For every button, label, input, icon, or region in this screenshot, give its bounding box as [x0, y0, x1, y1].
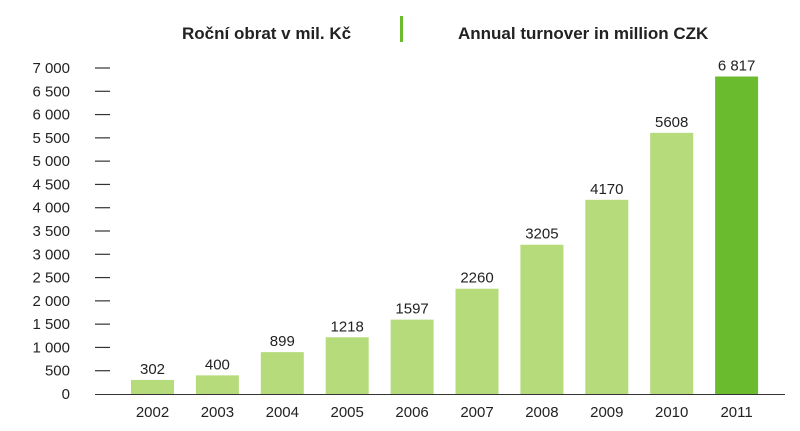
bar-data-label: 899 — [270, 333, 295, 350]
bar — [195, 375, 239, 394]
bar-data-label: 4170 — [590, 181, 623, 198]
x-tick-label: 2003 — [201, 404, 234, 421]
y-tick-label: 1 000 — [32, 339, 70, 356]
bar — [585, 199, 629, 394]
y-tick-label: 3 000 — [32, 246, 70, 263]
bar — [390, 319, 434, 394]
x-tick-label: 2004 — [266, 404, 299, 421]
y-tick-label: 4 500 — [32, 176, 70, 193]
bar-data-label: 5608 — [655, 114, 688, 131]
bar — [260, 352, 304, 394]
bar — [715, 76, 759, 394]
y-tick-label: 7 000 — [32, 60, 70, 77]
y-tick-label: 5 500 — [32, 130, 70, 147]
bar — [650, 132, 694, 394]
bar — [455, 288, 499, 394]
bar — [325, 337, 369, 394]
y-tick-label: 3 500 — [32, 223, 70, 240]
bar-data-label: 400 — [205, 356, 230, 373]
y-tick-label: 5 000 — [32, 153, 70, 170]
chart-title: Roční obrat v mil. Kč — [182, 24, 352, 43]
bar-data-label: 3205 — [525, 226, 558, 243]
x-tick-label: 2011 — [720, 404, 752, 421]
bar-data-label: 1218 — [331, 318, 364, 335]
y-tick-label: 2 500 — [32, 270, 70, 287]
x-tick-label: 2009 — [590, 404, 623, 421]
y-tick-label: 1 500 — [32, 316, 70, 333]
y-tick-label: 2 000 — [32, 293, 70, 310]
x-tick-label: 2005 — [331, 404, 364, 421]
bar-data-label: 6 817 — [718, 58, 756, 75]
title-separator — [400, 16, 403, 42]
y-tick-label: 6 500 — [32, 83, 70, 100]
y-tick-label: 6 000 — [32, 107, 70, 124]
bar — [520, 244, 564, 394]
x-tick-label: 2007 — [460, 404, 493, 421]
y-tick-label: 4 000 — [32, 200, 70, 217]
chart-subtitle: Annual turnover in million CZK — [458, 24, 709, 43]
y-tick-label: 0 — [62, 386, 70, 403]
y-tick-label: 500 — [45, 363, 70, 380]
bar-data-label: 302 — [140, 361, 165, 378]
bar — [131, 379, 174, 394]
x-tick-label: 2008 — [525, 404, 558, 421]
x-tick-label: 2010 — [655, 404, 688, 421]
x-tick-label: 2006 — [395, 404, 428, 421]
bar-data-label: 2260 — [460, 270, 493, 287]
x-tick-label: 2002 — [136, 404, 169, 421]
bar-data-label: 1597 — [395, 301, 428, 318]
